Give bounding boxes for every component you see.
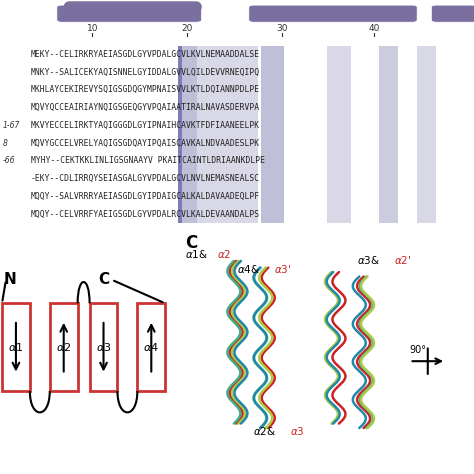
Text: $\alpha$2': $\alpha$2' (394, 254, 411, 266)
Text: $\alpha$3: $\alpha$3 (290, 425, 304, 437)
Text: 40: 40 (369, 24, 380, 33)
Text: -EKY--CDLIRRQYSEIASGALGYVPDALGCVLNVLNEMASNEALSC: -EKY--CDLIRRQYSEIASGALGYVPDALGCVLNVLNEMA… (31, 174, 260, 183)
Bar (261, 46, 284, 223)
Text: MYHY--CEKTKKLINLIGSGNAAYV PKAITCAINTLDRIAANKDLPE: MYHY--CEKTKKLINLIGSGNAAYV PKAITCAINTLDRI… (31, 156, 265, 165)
Text: $\alpha$2&: $\alpha$2& (253, 425, 276, 437)
Text: $\alpha$4&: $\alpha$4& (237, 263, 261, 275)
Text: 10: 10 (87, 24, 98, 33)
Text: MQQY--CELVRRFYAEIGSGDLGYVPDALRCVLKALDEVAANDALPS: MQQY--CELVRRFYAEIGSGDLGYVPDALRCVLKALDEVA… (31, 210, 260, 219)
FancyBboxPatch shape (2, 303, 30, 391)
Bar (379, 46, 398, 223)
Text: MQVYQCCEAIRIAYNQIGSGEQGYVPQAIAATIRALNAVASDERVPA: MQVYQCCEAIRIAYNQIGSGEQGYVPQAIAATIRALNAVA… (31, 103, 260, 112)
Text: 90°: 90° (410, 345, 427, 355)
Text: MNKY--SALICEKYAQISNNELGYIDDALGVVLQILDEVVRNEQIPQ: MNKY--SALICEKYAQISNNELGYIDDALGVVLQILDEVV… (31, 68, 260, 77)
Text: 20: 20 (182, 24, 193, 33)
Text: C: C (185, 234, 198, 252)
Bar (178, 46, 182, 223)
Text: $\alpha$1: $\alpha$1 (121, 0, 140, 1)
Text: $\alpha$1: $\alpha$1 (8, 341, 24, 353)
Text: 30: 30 (276, 24, 288, 33)
FancyBboxPatch shape (90, 303, 118, 391)
Text: $\alpha$3: $\alpha$3 (96, 341, 111, 353)
Text: N: N (4, 272, 16, 287)
Bar (178, 46, 197, 223)
Text: C: C (98, 272, 109, 287)
Text: $\alpha$1&: $\alpha$1& (185, 247, 209, 260)
Text: $\alpha$4: $\alpha$4 (144, 341, 159, 353)
Text: MKVYECCELIRKTYAQIGGGDLGYIPNAIHCAVKTFDFIAANEELPK: MKVYECCELIRKTYAQIGGGDLGYIPNAIHCAVKTFDFIA… (31, 121, 260, 130)
Text: MEKY--CELIRKRYAEIASGDLGYVPDALGCVLKVLNEMAADDALSE: MEKY--CELIRKRYAEIASGDLGYVPDALGCVLKVLNEMA… (31, 50, 260, 59)
Text: 1-67: 1-67 (2, 121, 20, 130)
Text: MKHLAYCEKIREVYSQIGSGDQGYMPNAISVVLKTLDQIANNPDLPE: MKHLAYCEKIREVYSQIGSGDQGYMPNAISVVLKTLDQIA… (31, 85, 260, 94)
Text: -66: -66 (2, 156, 15, 165)
FancyBboxPatch shape (249, 5, 417, 22)
FancyBboxPatch shape (57, 5, 201, 22)
Text: MQVYGCCELVRELYAQIGSGDQAYIPQAISCAVKALNDVAADESLPK: MQVYGCCELVRELYAQIGSGDQAYIPQAISCAVKALNDVA… (31, 138, 260, 147)
FancyBboxPatch shape (431, 5, 474, 22)
Text: $\alpha$2: $\alpha$2 (322, 0, 341, 1)
Text: $\alpha$3': $\alpha$3' (274, 263, 292, 275)
Bar (197, 46, 258, 223)
Text: $\alpha$2: $\alpha$2 (56, 341, 72, 353)
FancyBboxPatch shape (137, 303, 165, 391)
Text: $\alpha$3&: $\alpha$3& (357, 254, 381, 266)
Text: MQQY--SALVRRRYAEIASGDLGYIPDAIGCALKALDAVAADEQLPF: MQQY--SALVRRRYAEIASGDLGYIPDAIGCALKALDAVA… (31, 192, 260, 201)
Text: $\alpha$2: $\alpha$2 (217, 247, 231, 260)
FancyBboxPatch shape (50, 303, 78, 391)
Bar (327, 46, 351, 223)
Text: 8: 8 (2, 138, 7, 147)
Bar (417, 46, 436, 223)
